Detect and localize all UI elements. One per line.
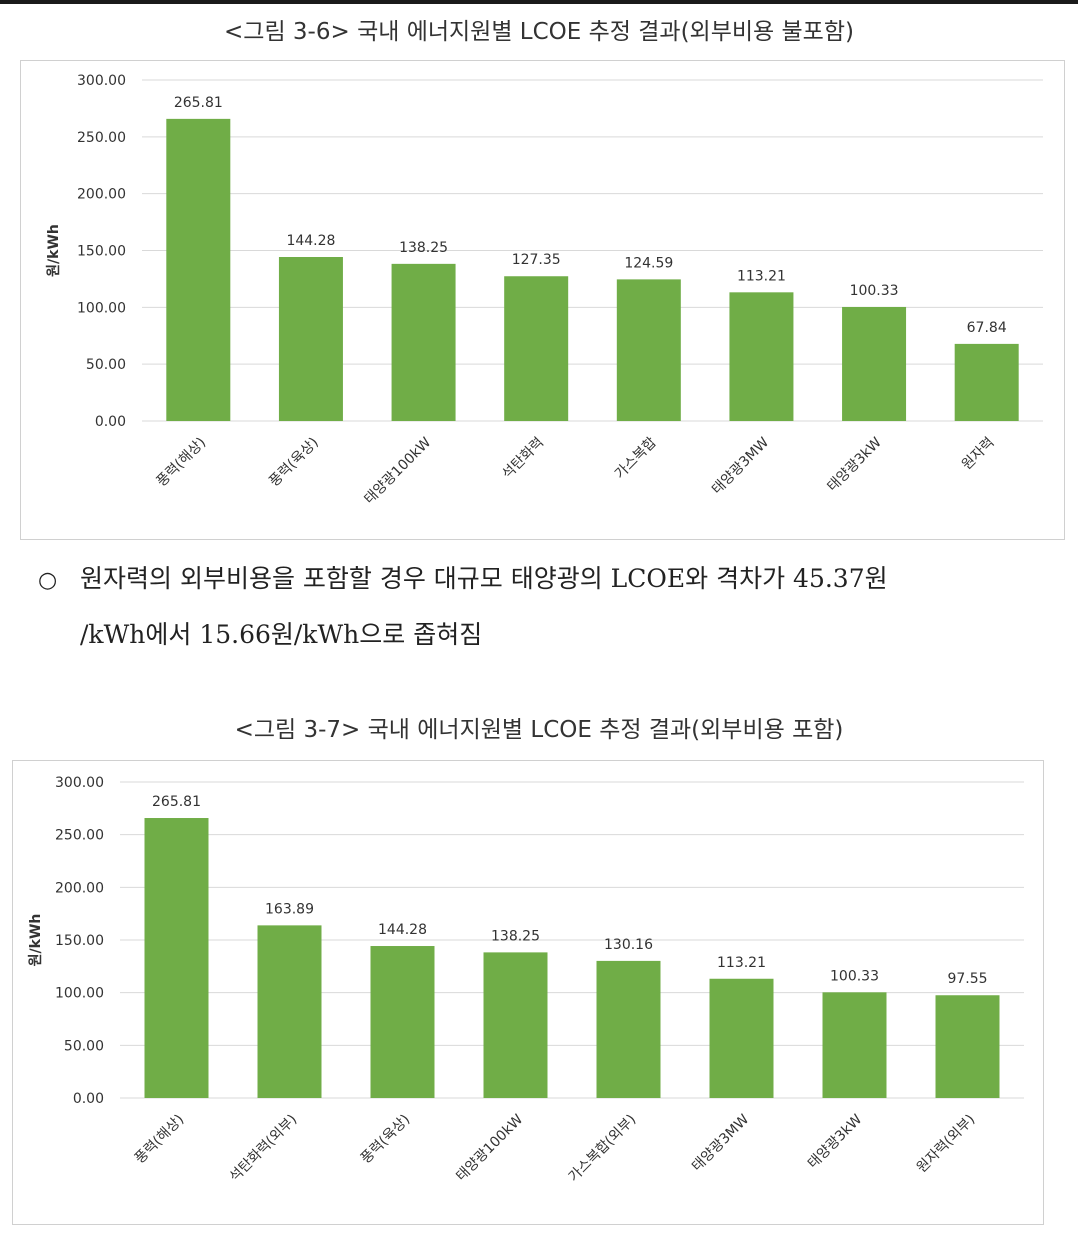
y-tick-label: 150.00 [55, 933, 104, 949]
y-tick-label: 200.00 [55, 880, 104, 896]
bullet-icon: ○ [38, 568, 58, 593]
lcoe-chart-excluding-external-costs: 0.00 50.00 100.00 150.00 200.00 250.00 300.00 원… [20, 60, 1065, 540]
data-label: 163.89 [265, 901, 314, 917]
y-tick-label: 100.00 [55, 986, 104, 1002]
bar [504, 276, 569, 421]
data-label: 138.25 [491, 928, 540, 944]
paragraph-line-1: 원자력의 외부비용을 포함할 경우 대규모 태양광의 LCOE와 격차가 45.… [80, 564, 888, 593]
data-label: 113.21 [737, 268, 786, 284]
bar [166, 118, 231, 421]
y-tick-label: 200.00 [77, 187, 126, 203]
top-border-rule [0, 0, 1078, 4]
data-label: 124.59 [624, 255, 673, 271]
bar [257, 925, 322, 1098]
data-label: 130.16 [604, 937, 653, 953]
data-label: 97.55 [947, 971, 987, 987]
data-label: 265.81 [152, 794, 201, 810]
y-axis-label: 원/kWh [28, 914, 44, 967]
y-tick-label: 100.00 [77, 300, 126, 316]
y-tick-label: 50.00 [86, 357, 126, 373]
bar [616, 279, 681, 421]
y-axis-label: 원/kWh [46, 224, 62, 277]
y-tick-label: 300.00 [77, 73, 126, 89]
data-label: 113.21 [717, 955, 766, 971]
data-label: 138.25 [399, 240, 448, 256]
bar [278, 257, 343, 421]
figure-3-6-title: <그림 3-6> 국내 에너지원별 LCOE 추정 결과(외부비용 불포함) [224, 19, 854, 45]
y-tick-label: 150.00 [77, 244, 126, 260]
bar [935, 995, 1000, 1098]
y-tick-label: 50.00 [64, 1038, 104, 1054]
bar [144, 818, 209, 1098]
data-label: 67.84 [967, 320, 1007, 336]
paragraph-line-2: /kWh에서 15.66원/kWh으로 좁혀짐 [80, 620, 483, 649]
y-tick-label: 250.00 [55, 828, 104, 844]
bar [709, 978, 774, 1098]
figure-3-7-title: <그림 3-7> 국내 에너지원별 LCOE 추정 결과(외부비용 포함) [234, 717, 844, 743]
data-label: 100.33 [830, 968, 879, 984]
y-tick-label: 300.00 [55, 775, 104, 791]
body-paragraph: ○ 원자력의 외부비용을 포함할 경우 대규모 태양광의 LCOE와 격차가 45… [38, 552, 1048, 662]
bar [483, 952, 548, 1098]
data-label: 265.81 [174, 95, 223, 111]
bar [596, 960, 661, 1098]
bar [954, 343, 1019, 421]
bar [370, 946, 435, 1098]
data-label: 144.28 [286, 233, 335, 249]
bar [822, 992, 887, 1098]
bar [391, 263, 456, 421]
lcoe-chart-including-external-costs: 0.00 50.00 100.00 150.00 200.00 250.00 300.00 원… [12, 760, 1044, 1225]
data-label: 144.28 [378, 922, 427, 938]
bar [842, 306, 907, 421]
data-label: 127.35 [512, 252, 561, 268]
y-tick-label: 250.00 [77, 130, 126, 146]
y-tick-label: 0.00 [73, 1091, 104, 1107]
y-tick-label: 0.00 [95, 414, 126, 430]
bar [729, 292, 794, 421]
data-label: 100.33 [850, 283, 899, 299]
